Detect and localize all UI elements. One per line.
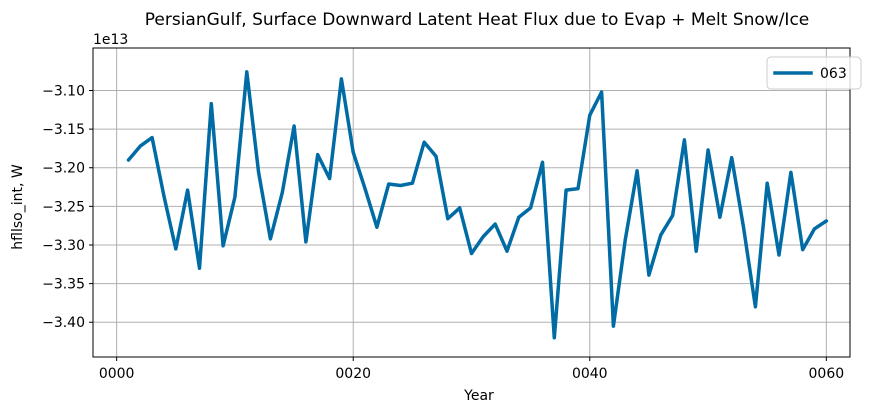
data-point <box>824 219 828 223</box>
data-point <box>186 188 190 192</box>
x-axis-label: Year <box>463 388 494 404</box>
data-point <box>198 266 201 270</box>
data-point <box>387 182 391 186</box>
data-point <box>280 191 284 194</box>
data-point <box>233 195 237 199</box>
data-point <box>576 187 580 191</box>
data-point <box>328 177 332 181</box>
y-tick-label: −3.25 <box>42 199 85 215</box>
data-point <box>174 247 178 251</box>
data-point <box>399 184 402 187</box>
data-point <box>564 188 568 192</box>
data-point <box>422 140 426 144</box>
y-axis-label: hfllso_int, W <box>10 164 26 250</box>
legend-label: 063 <box>820 66 847 82</box>
data-point <box>138 144 142 148</box>
data-point <box>552 336 556 340</box>
axis-ticks: 0000 0020 0040 0060 −3.10 −3.15 −3.20 −3.25 −3.3… <box>42 83 844 382</box>
data-point <box>671 214 675 218</box>
data-point <box>588 113 592 117</box>
data-point <box>742 225 745 229</box>
data-point <box>801 248 805 252</box>
data-point <box>481 235 485 238</box>
data-point <box>304 240 308 244</box>
y-tick-label: −3.20 <box>42 161 85 177</box>
data-point <box>765 181 769 185</box>
data-point <box>659 233 663 237</box>
data-point <box>150 136 154 140</box>
y-tick-label: −3.30 <box>42 238 85 254</box>
data-point <box>777 253 781 257</box>
data-point <box>470 252 473 255</box>
series-line <box>126 70 829 340</box>
y-tick-label: −3.10 <box>42 83 85 99</box>
data-point <box>493 222 497 226</box>
data-point <box>446 217 450 221</box>
data-point <box>221 244 225 248</box>
data-point <box>694 249 698 253</box>
data-point <box>529 206 533 210</box>
data-point <box>363 187 367 191</box>
data-point <box>647 273 651 277</box>
data-point <box>339 77 343 81</box>
x-tick-label: 0040 <box>572 366 608 382</box>
y-tick-label: −3.40 <box>42 315 85 331</box>
data-point <box>351 150 355 154</box>
data-point <box>635 169 639 173</box>
data-point <box>517 215 521 219</box>
data-point <box>162 194 166 198</box>
data-point <box>458 206 462 210</box>
x-tick-label: 0000 <box>99 366 135 382</box>
plot-frame <box>92 47 851 358</box>
data-point <box>611 324 615 328</box>
data-point <box>682 138 686 142</box>
data-point <box>257 170 261 174</box>
data-point <box>375 225 379 229</box>
data-point <box>410 181 414 185</box>
data-point <box>789 170 793 174</box>
data-point <box>505 249 509 253</box>
x-tick-label: 0060 <box>809 366 845 382</box>
data-point <box>127 158 130 162</box>
data-point <box>718 215 722 219</box>
series-layer <box>126 70 829 340</box>
data-point <box>813 227 816 231</box>
legend: 063 <box>766 56 862 90</box>
data-point <box>753 305 757 309</box>
data-point <box>541 160 544 164</box>
data-point <box>209 102 213 106</box>
data-point <box>623 238 627 242</box>
data-point <box>434 154 438 158</box>
data-point <box>600 90 604 94</box>
legend-box <box>766 56 862 90</box>
y-tick-label: −3.35 <box>42 277 85 293</box>
data-point <box>245 70 249 74</box>
data-point <box>730 156 734 160</box>
y-tick-label: −3.15 <box>42 122 85 138</box>
grid <box>93 48 850 357</box>
data-point <box>268 237 272 241</box>
data-point <box>292 124 296 128</box>
y-offset-label: 1e13 <box>93 32 128 48</box>
data-point <box>706 148 710 152</box>
data-point <box>316 153 320 157</box>
x-tick-label: 0020 <box>335 366 371 382</box>
chart-title: PersianGulf, Surface Downward Latent Hea… <box>145 10 810 30</box>
